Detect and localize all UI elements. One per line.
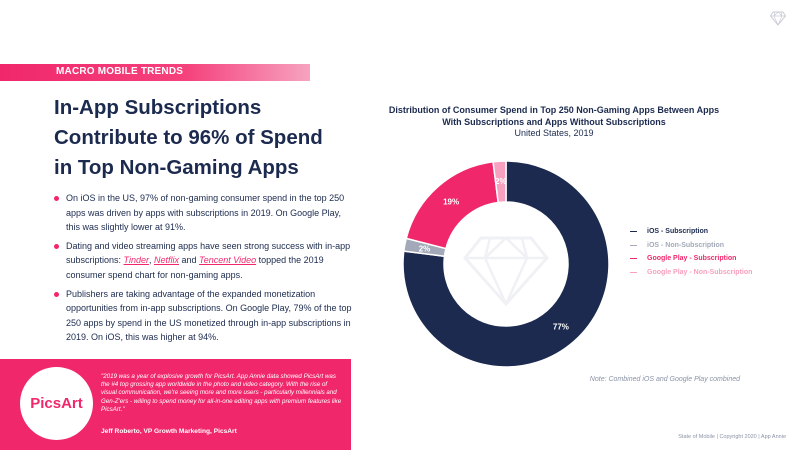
- chart-title: Distribution of Consumer Spend in Top 25…: [380, 105, 728, 140]
- legend-label: Google Play - Non-Subscription: [647, 268, 753, 276]
- donut-slice-google-play-non-subscription: [492, 160, 507, 204]
- bullet-item: Publishers are taking advantage of the e…: [54, 287, 354, 345]
- title-line: in Top Non-Gaming Apps: [54, 156, 299, 179]
- donut-chart: 77% 2% 19% 2%: [402, 160, 610, 368]
- section-label: MACRO MOBILE TRENDS: [56, 66, 184, 77]
- title-line: Contribute to 96% of Spend: [54, 126, 323, 149]
- legend-item: Google Play - Non-Subscription: [630, 266, 752, 280]
- chart-legend: iOS - Subscription iOS - Non-Subscription…: [630, 225, 752, 279]
- footer-text: State of Mobile | Copyright 2020 | App A…: [678, 434, 786, 440]
- bullet-item: On iOS in the US, 97% of non-gaming cons…: [54, 191, 354, 235]
- bullet-text: topped the 2019 consumer spend chart for…: [66, 255, 324, 280]
- slice-label: 77%: [553, 322, 569, 331]
- chart-subtitle: United States, 2019: [514, 128, 594, 138]
- slice-label: 2%: [419, 244, 431, 253]
- bullet-text: Dating and video streaming apps have see…: [66, 240, 351, 266]
- tencent-video-link[interactable]: Tencent Video: [199, 255, 257, 266]
- bullet-text: ,: [148, 255, 154, 266]
- chart-title-text: Distribution of Consumer Spend in Top 25…: [388, 105, 720, 127]
- title-line: In-App Subscriptions: [54, 96, 262, 119]
- legend-item: iOS - Subscription: [630, 225, 752, 239]
- diamond-icon: [770, 11, 786, 26]
- watermark-diamond-icon: [463, 236, 549, 307]
- netflix-link[interactable]: Netflix: [153, 255, 179, 266]
- legend-item: iOS - Non-Subscription: [630, 239, 752, 253]
- legend-label: iOS - Non-Subscription: [647, 241, 724, 249]
- tinder-link[interactable]: Tinder: [123, 255, 149, 266]
- legend-label: iOS - Subscription: [647, 228, 709, 235]
- page-title: In-App Subscriptions Contribute to 96% o…: [54, 93, 374, 183]
- slice-label: 2%: [495, 177, 507, 186]
- legend-swatch: [630, 244, 637, 246]
- quote-text: "2019 was a year of explosive growth for…: [101, 373, 342, 413]
- picsart-logo: PicsArt: [20, 367, 93, 440]
- quote-author: Jeff Roberto, VP Growth Marketing, PicsA…: [101, 428, 237, 435]
- bullet-list: On iOS in the US, 97% of non-gaming cons…: [54, 191, 354, 349]
- legend-item: Google Play - Subscription: [630, 252, 752, 266]
- chart-note: Note: Combined iOS and Google Play combi…: [589, 376, 740, 383]
- section-bar: MACRO MOBILE TRENDS: [0, 64, 310, 81]
- legend-swatch: [630, 271, 637, 273]
- legend-swatch: [630, 258, 637, 259]
- picsart-logo-text: PicsArt: [30, 395, 83, 412]
- slice-label: 19%: [443, 198, 459, 207]
- bullet-item: Dating and video streaming apps have see…: [54, 239, 354, 283]
- legend-swatch: [630, 231, 637, 232]
- legend-label: Google Play - Subscription: [647, 255, 737, 262]
- bullet-text: and: [179, 255, 200, 266]
- donut-slice-ios-subscription: [402, 160, 610, 368]
